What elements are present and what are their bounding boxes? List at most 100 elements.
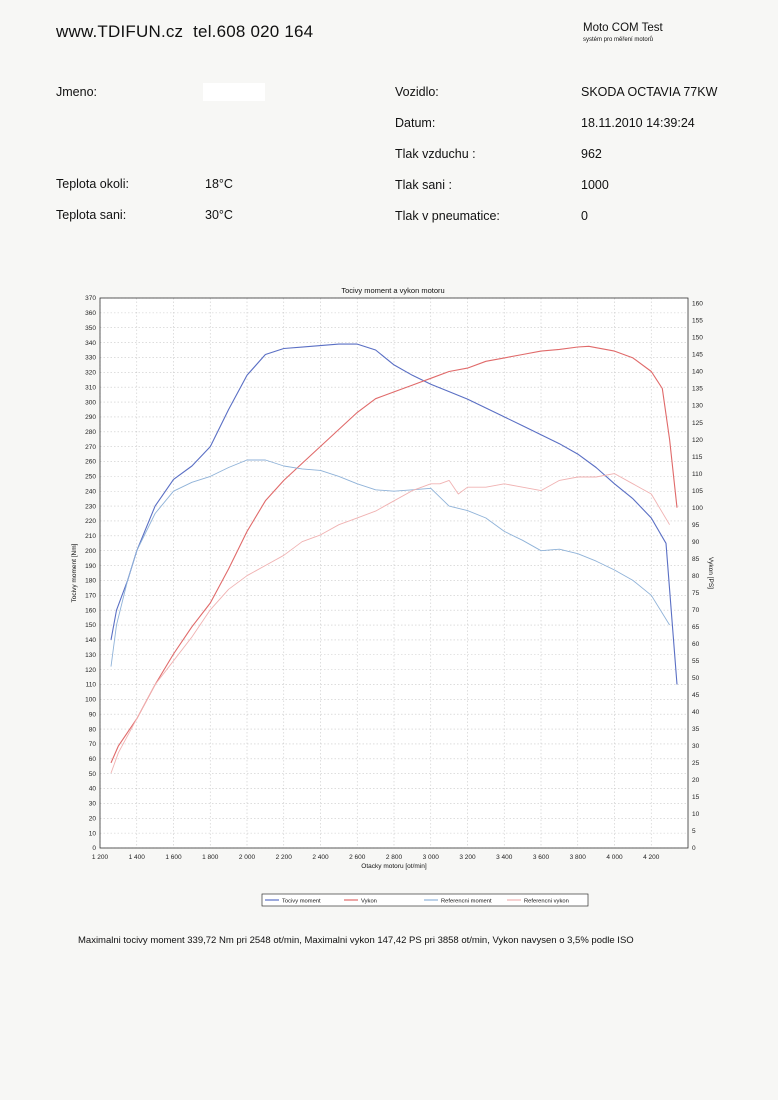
y2-tick-label: 135 bbox=[692, 386, 703, 393]
plot-frame bbox=[99, 297, 689, 849]
legend-label: Tocivy moment bbox=[282, 898, 321, 904]
x-tick-label: 2 000 bbox=[239, 854, 256, 861]
y-tick-label: 310 bbox=[85, 384, 96, 391]
x-axis-label: Otacky motoru [ot/min] bbox=[361, 863, 427, 870]
x-tick-label: 3 600 bbox=[533, 854, 550, 861]
reference-power-line bbox=[110, 473, 670, 774]
y2-tick-label: 25 bbox=[692, 760, 700, 767]
y-tick-label: 40 bbox=[89, 786, 97, 793]
legend-label: Referencni vykon bbox=[524, 898, 569, 904]
y-tick-label: 300 bbox=[85, 399, 96, 406]
y-tick-label: 170 bbox=[85, 592, 96, 599]
y2-tick-label: 95 bbox=[692, 522, 700, 529]
y-tick-label: 360 bbox=[85, 310, 96, 317]
chart-title: Tocivy moment a vykon motoru bbox=[341, 286, 444, 295]
y-tick-label: 180 bbox=[85, 578, 96, 585]
y-tick-label: 160 bbox=[85, 607, 96, 614]
y-tick-label: 0 bbox=[92, 845, 96, 852]
x-tick-label: 1 800 bbox=[202, 854, 219, 861]
y-tick-label: 30 bbox=[89, 801, 97, 808]
y2-tick-label: 80 bbox=[692, 573, 700, 580]
y2-tick-label: 65 bbox=[692, 624, 700, 631]
y2-tick-label: 125 bbox=[692, 420, 703, 427]
y2-tick-label: 150 bbox=[692, 335, 703, 342]
x-tick-label: 2 200 bbox=[276, 854, 293, 861]
intake-pressure-label: Tlak sani : bbox=[395, 178, 452, 192]
y2-tick-label: 20 bbox=[692, 777, 700, 784]
y2-tick-label: 115 bbox=[692, 454, 703, 461]
x-tick-label: 2 600 bbox=[349, 854, 366, 861]
y2-axis-label: Vykon [PS] bbox=[707, 557, 714, 589]
x-tick-label: 3 000 bbox=[423, 854, 440, 861]
y2-tick-label: 120 bbox=[692, 437, 703, 444]
site-header: www.TDIFUN.cz tel.608 020 164 bbox=[56, 22, 313, 42]
air-pressure-label: Tlak vzduchu : bbox=[395, 147, 476, 161]
y-tick-label: 330 bbox=[85, 355, 96, 362]
y2-tick-label: 130 bbox=[692, 403, 703, 410]
y-tick-label: 200 bbox=[85, 548, 96, 555]
y-axis-label: Tocivy moment [Nm] bbox=[71, 543, 78, 602]
y-tick-label: 60 bbox=[89, 756, 97, 763]
date-value: 18.11.2010 14:39:24 bbox=[581, 116, 695, 130]
summary-text: Maximalni tocivy moment 339,72 Nm pri 25… bbox=[78, 935, 634, 946]
intake-pressure-value: 1000 bbox=[581, 178, 609, 192]
y-tick-label: 270 bbox=[85, 444, 96, 451]
y-tick-label: 290 bbox=[85, 414, 96, 421]
y2-tick-label: 55 bbox=[692, 658, 700, 665]
y-tick-label: 260 bbox=[85, 459, 96, 466]
reference-torque-line bbox=[110, 459, 670, 667]
legend-label: Referencni moment bbox=[441, 898, 492, 904]
ambient-temp-value: 18°C bbox=[205, 177, 233, 191]
site-url: www.TDIFUN.cz bbox=[56, 22, 184, 41]
y-tick-label: 80 bbox=[89, 726, 97, 733]
y-tick-label: 280 bbox=[85, 429, 96, 436]
y-tick-label: 120 bbox=[85, 667, 96, 674]
y2-tick-label: 50 bbox=[692, 675, 700, 682]
y2-tick-label: 0 bbox=[692, 845, 696, 852]
x-tick-label: 2 800 bbox=[386, 854, 403, 861]
power-line bbox=[110, 345, 678, 764]
x-tick-label: 2 400 bbox=[312, 854, 329, 861]
y2-tick-label: 85 bbox=[692, 556, 700, 563]
y-tick-label: 140 bbox=[85, 637, 96, 644]
y2-tick-label: 75 bbox=[692, 590, 700, 597]
y-tick-label: 70 bbox=[89, 741, 97, 748]
ambient-temp-label: Teplota okoli: bbox=[56, 177, 129, 191]
y-tick-label: 350 bbox=[85, 325, 96, 332]
x-tick-label: 3 400 bbox=[496, 854, 513, 861]
x-tick-label: 3 200 bbox=[459, 854, 476, 861]
y2-tick-label: 45 bbox=[692, 692, 700, 699]
y2-tick-label: 100 bbox=[692, 505, 703, 512]
x-tick-label: 4 000 bbox=[606, 854, 623, 861]
y-tick-label: 90 bbox=[89, 711, 97, 718]
y2-tick-label: 10 bbox=[692, 811, 700, 818]
y-tick-label: 320 bbox=[85, 370, 96, 377]
y-tick-label: 110 bbox=[86, 682, 97, 689]
y-tick-label: 20 bbox=[89, 815, 97, 822]
y2-tick-label: 105 bbox=[692, 488, 703, 495]
phone-number: tel.608 020 164 bbox=[193, 22, 314, 41]
y2-tick-label: 140 bbox=[692, 369, 703, 376]
date-label: Datum: bbox=[395, 116, 436, 130]
name-label: Jmeno: bbox=[56, 85, 97, 99]
y2-tick-label: 40 bbox=[692, 709, 700, 716]
brand-subtitle: systém pro měření motorů bbox=[583, 37, 654, 43]
plot-area bbox=[100, 298, 688, 848]
y2-tick-label: 160 bbox=[692, 301, 703, 308]
tire-pressure-label: Tlak v pneumatice: bbox=[395, 209, 500, 223]
air-pressure-value: 962 bbox=[581, 147, 602, 161]
y2-tick-label: 5 bbox=[692, 828, 696, 835]
y-tick-label: 340 bbox=[85, 340, 96, 347]
x-tick-label: 1 600 bbox=[165, 854, 182, 861]
y-tick-label: 220 bbox=[85, 518, 96, 525]
y2-tick-label: 60 bbox=[692, 641, 700, 648]
y-tick-label: 130 bbox=[85, 652, 96, 659]
y-tick-label: 370 bbox=[85, 295, 96, 302]
x-tick-label: 3 800 bbox=[570, 854, 587, 861]
dyno-chart: 1 200 1 400 1 600 1 800 2 000 2 200 2 400 2 600… bbox=[71, 286, 714, 907]
x-tick-label: 1 400 bbox=[129, 854, 146, 861]
x-tick-label: 1 200 bbox=[92, 854, 109, 861]
y2-tick-label: 110 bbox=[692, 471, 703, 478]
intake-temp-label: Teplota sani: bbox=[56, 208, 127, 222]
y2-tick-label: 35 bbox=[692, 726, 700, 733]
